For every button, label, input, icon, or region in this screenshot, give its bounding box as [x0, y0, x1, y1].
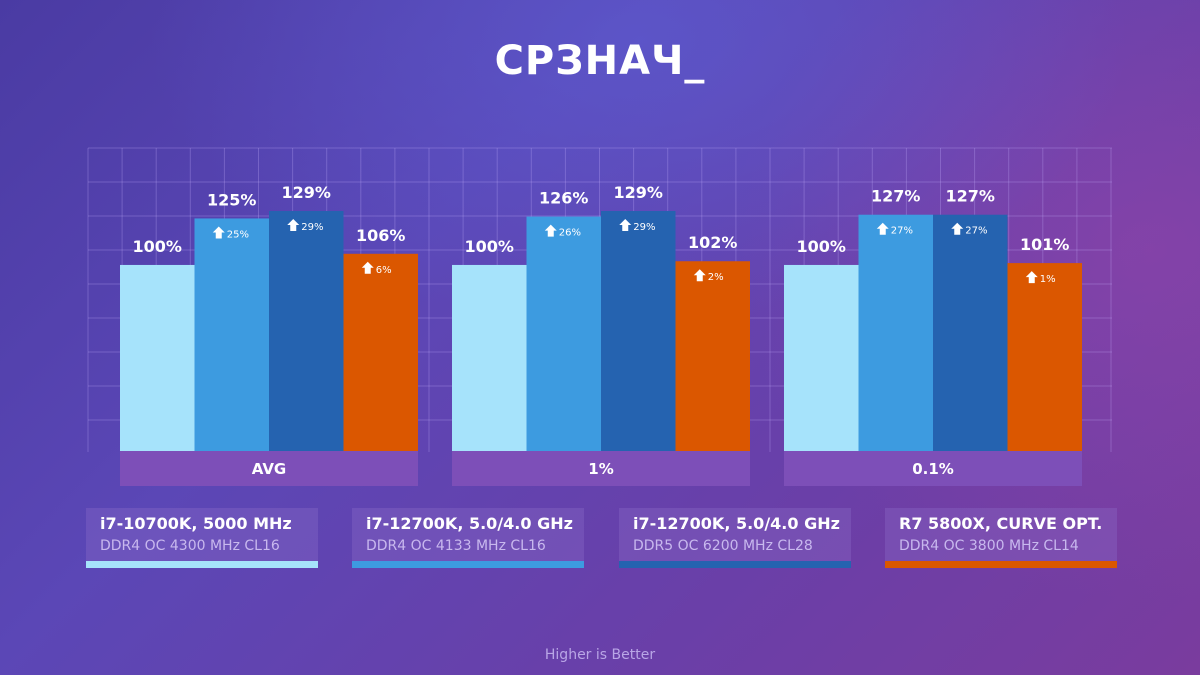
bar [601, 211, 676, 451]
delta-label: 29% [633, 222, 655, 233]
bar [269, 211, 344, 451]
arrow-up-icon [212, 226, 225, 239]
value-label: 129% [614, 183, 663, 202]
delta-label: 2% [708, 272, 724, 283]
legend-color-bar [619, 561, 851, 568]
arrow-up-icon [544, 224, 557, 237]
delta-label: 27% [965, 226, 987, 237]
value-label: 125% [207, 190, 256, 209]
value-label: 100% [797, 237, 846, 256]
legend-item-4: R7 5800X, CURVE OPT. DDR4 OC 3800 MHz CL… [885, 508, 1117, 568]
arrow-up-icon [361, 261, 374, 274]
arrow-up-icon [619, 219, 632, 231]
category-band [452, 451, 750, 486]
arrow-up-icon [876, 222, 889, 235]
bar [784, 264, 859, 451]
delta-label: 6% [376, 265, 392, 276]
delta-label: 29% [301, 222, 323, 233]
value-label: 129% [282, 183, 331, 202]
legend-color-bar [352, 561, 584, 568]
category-band [784, 451, 1082, 486]
legend-item-3: i7-12700K, 5.0/4.0 GHz DDR5 OC 6200 MHz … [619, 508, 851, 568]
legend-color-bar [885, 561, 1117, 568]
value-label: 100% [465, 237, 514, 256]
arrow-up-icon [1025, 271, 1038, 284]
bar [675, 261, 750, 451]
legend-item-1: i7-10700K, 5000 MHz DDR4 OC 4300 MHz CL1… [86, 508, 318, 568]
delta-label: 27% [891, 226, 913, 237]
bar [1007, 263, 1082, 451]
arrow-up-icon [693, 269, 706, 282]
value-label: 100% [133, 237, 182, 256]
legend-cpu-label: i7-10700K, 5000 MHz [100, 514, 292, 533]
bar [452, 264, 527, 451]
legend-color-bar [86, 561, 318, 568]
bar [120, 264, 195, 451]
category-band [120, 451, 418, 486]
bar [194, 218, 269, 451]
value-label: 106% [356, 226, 405, 245]
value-label: 101% [1020, 235, 1069, 254]
higher-is-better-note: Higher is Better [544, 647, 656, 663]
bar [343, 253, 418, 451]
bar [526, 216, 601, 451]
legend-memory-label: DDR4 OC 4133 MHz CL16 [366, 538, 546, 554]
category-label: 1% [588, 460, 613, 478]
category-label: 0.1% [912, 460, 954, 478]
category-label: AVG [252, 460, 287, 478]
delta-label: 26% [559, 228, 581, 239]
legend-memory-label: DDR4 OC 4300 MHz CL16 [100, 538, 280, 554]
arrow-up-icon [287, 219, 300, 231]
legend-item-2: i7-12700K, 5.0/4.0 GHz DDR4 OC 4133 MHz … [352, 508, 584, 568]
bar [933, 214, 1008, 451]
value-label: 102% [688, 233, 737, 252]
legend-memory-label: DDR4 OC 3800 MHz CL14 [899, 538, 1079, 554]
legend-memory-label: DDR5 OC 6200 MHz CL28 [633, 538, 813, 554]
legend-cpu-label: R7 5800X, CURVE OPT. [899, 514, 1103, 533]
value-label: 127% [946, 187, 995, 206]
bar [858, 214, 933, 451]
legend-cpu-label: i7-12700K, 5.0/4.0 GHz [633, 514, 840, 533]
delta-label: 1% [1040, 274, 1056, 285]
arrow-up-icon [951, 222, 964, 235]
delta-label: 25% [227, 229, 249, 240]
value-label: 126% [539, 189, 588, 208]
value-label: 127% [871, 187, 920, 206]
legend-cpu-label: i7-12700K, 5.0/4.0 GHz [366, 514, 573, 533]
page-title: СРЗНАЧ_ [494, 38, 706, 84]
